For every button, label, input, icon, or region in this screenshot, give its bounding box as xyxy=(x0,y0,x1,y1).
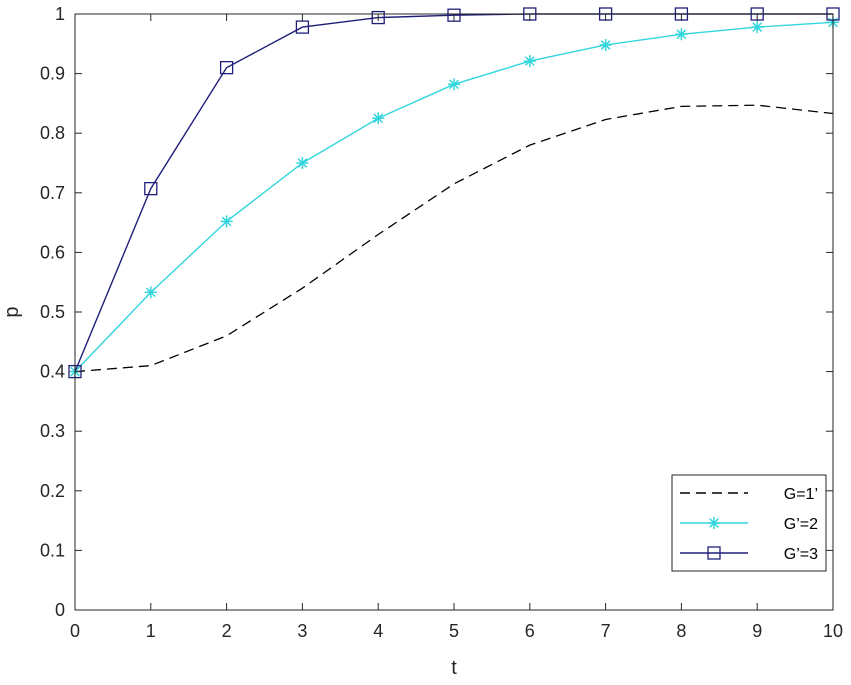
legend-label-1: G=1’ xyxy=(784,486,818,503)
series-2-point xyxy=(372,112,385,125)
y-tick-label: 0.2 xyxy=(40,481,65,501)
series-2-point-stroke xyxy=(297,158,308,168)
series-line-1 xyxy=(74,104,834,373)
x-tick-label: 1 xyxy=(146,621,156,641)
series-2-point-stroke xyxy=(600,40,611,50)
y-tick-label: 1 xyxy=(55,4,65,24)
legend-marker-3 xyxy=(707,546,721,560)
y-tick-label: 0.9 xyxy=(40,64,65,84)
series-3-point xyxy=(295,20,310,34)
legend: G=1’ G’=2 G’=3 xyxy=(671,474,827,572)
y-tick-label: 0 xyxy=(55,600,65,620)
series-2-point xyxy=(751,21,764,34)
series-2-point-stroke xyxy=(752,22,763,32)
x-tick-label: 3 xyxy=(297,621,307,641)
series-2-point-stroke xyxy=(676,29,687,40)
x-tick-label: 0 xyxy=(70,621,80,641)
y-tick-label: 0.4 xyxy=(40,362,65,382)
series-2-point xyxy=(144,286,157,299)
x-tick-label: 10 xyxy=(823,621,843,641)
x-tick-label: 8 xyxy=(676,621,686,641)
x-tick-label: 7 xyxy=(601,621,611,641)
legend-label-3: G’=3 xyxy=(784,546,818,563)
y-tick-label: 0.5 xyxy=(40,302,65,322)
series-3-point xyxy=(144,181,158,196)
series-2-point xyxy=(448,78,460,91)
x-tick-label: 4 xyxy=(373,621,383,641)
series-2-point-stroke xyxy=(524,56,535,66)
series-2-point-stroke xyxy=(449,79,459,90)
y-tick-label: 0.3 xyxy=(40,421,65,441)
y-tick-label: 0.1 xyxy=(40,540,65,560)
x-tick-label: 6 xyxy=(525,621,535,641)
series-2-point xyxy=(675,28,688,41)
series-2-point xyxy=(599,38,612,51)
series-2-point xyxy=(220,215,233,228)
series-3-point xyxy=(447,8,461,22)
series-2-point-stroke xyxy=(373,113,384,124)
y-tick-label: 0.8 xyxy=(40,123,65,143)
legend-marker-2 xyxy=(708,517,720,529)
series-2-point xyxy=(296,157,309,169)
series-2-point xyxy=(523,55,536,68)
y-axis-title: p xyxy=(1,306,23,317)
legend-marker-2-stroke xyxy=(709,518,719,528)
series-3-point xyxy=(371,10,385,25)
y-tick-label: 0.7 xyxy=(40,183,65,203)
x-tick-label: 2 xyxy=(222,621,232,641)
axis-ticks: 0 1 2 3 4 5 6 7 8 9 10 0 0.1 0.2 0.3 0.4 0.5 0.6 0.7 0.8 0.9… xyxy=(40,4,843,641)
x-axis-title: t xyxy=(451,657,457,679)
legend-label-2: G’=2 xyxy=(784,516,818,533)
x-tick-label: 9 xyxy=(752,621,762,641)
series-3-point xyxy=(219,60,234,75)
x-tick-label: 5 xyxy=(449,621,459,641)
series-2-point-stroke xyxy=(221,216,232,227)
y-tick-label: 0.6 xyxy=(40,242,65,262)
series-2-point-stroke xyxy=(145,287,156,298)
